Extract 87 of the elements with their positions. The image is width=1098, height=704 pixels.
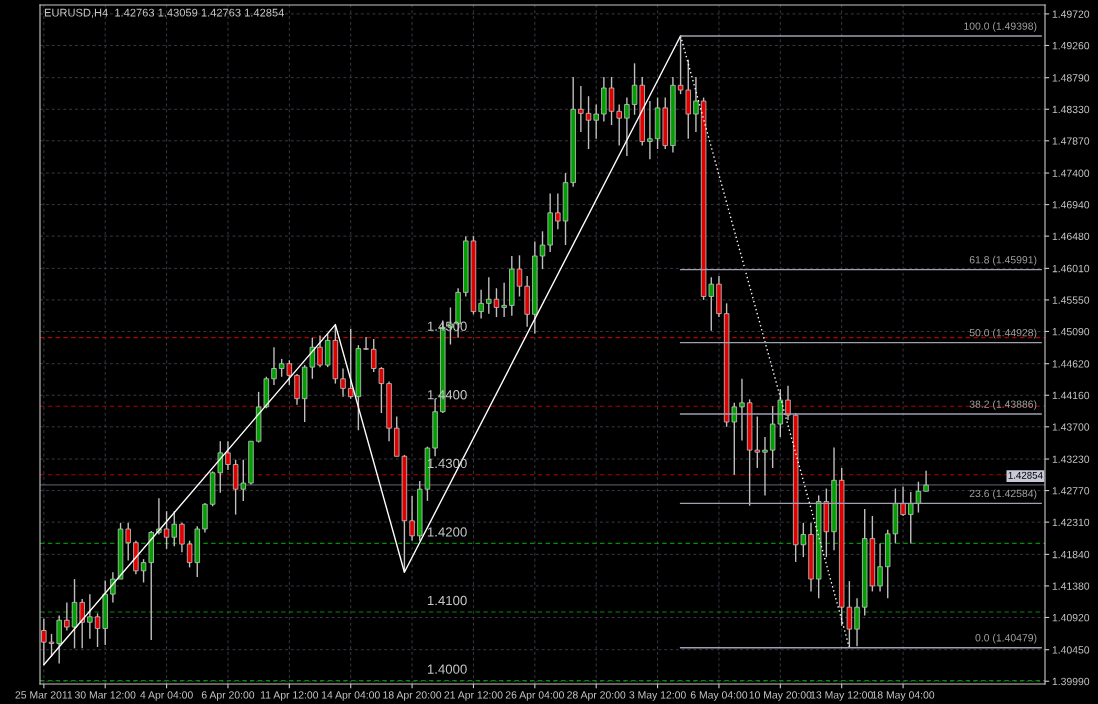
x-tick-label: 4 Apr 04:00 bbox=[140, 691, 193, 701]
candlestick bbox=[363, 336, 369, 351]
x-tick-label: 28 Apr 20:00 bbox=[567, 691, 626, 701]
series-label: 23.6 (1.42584) bbox=[969, 489, 1037, 500]
candlestick bbox=[79, 598, 85, 650]
y-tick-label: 1.44160 bbox=[1052, 391, 1090, 400]
series-label: 0.0 (1.40479) bbox=[975, 633, 1037, 644]
candlestick bbox=[56, 614, 62, 665]
series-label: 61.8 (1.45991) bbox=[969, 255, 1037, 266]
y-tick-label: 1.45550 bbox=[1052, 296, 1090, 304]
candlestick bbox=[555, 192, 561, 230]
x-tick-label: 6 May 04:00 bbox=[690, 691, 748, 701]
candlestick bbox=[593, 103, 599, 140]
x-tick-label: 10 May 20:00 bbox=[749, 691, 812, 701]
x-tick-label: 3 May 12:00 bbox=[629, 691, 686, 701]
ref-line-label: 1.4200 bbox=[427, 527, 467, 537]
x-tick-label: 25 Mar 2011 bbox=[15, 691, 73, 699]
y-tick-label: 1.44620 bbox=[1052, 360, 1090, 368]
y-tick-label: 1.45090 bbox=[1052, 327, 1090, 336]
candlestick bbox=[225, 440, 231, 471]
y-tick-label: 1.40920 bbox=[1052, 613, 1090, 622]
x-tick-label: 14 Apr 04:00 bbox=[321, 691, 380, 701]
x-tick-label: 26 Apr 04:00 bbox=[505, 691, 564, 701]
candlestick bbox=[854, 597, 860, 647]
y-tick-label: 1.39990 bbox=[1052, 677, 1090, 686]
candlestick bbox=[877, 542, 883, 593]
y-tick-label: 1.41380 bbox=[1052, 582, 1090, 590]
ref-line-label: 1.4100 bbox=[427, 595, 467, 606]
candlestick bbox=[923, 470, 929, 492]
x-tick-label: 30 Mar 12:00 bbox=[74, 691, 136, 699]
y-tick-label: 1.46480 bbox=[1052, 232, 1090, 241]
y-tick-label: 1.49720 bbox=[1052, 10, 1090, 18]
candlestick bbox=[739, 378, 745, 442]
y-tick-label: 1.46940 bbox=[1052, 201, 1090, 209]
y-tick-label: 1.42770 bbox=[1052, 487, 1090, 495]
candlestick bbox=[64, 601, 70, 632]
candlestick bbox=[908, 491, 914, 545]
y-tick-label: 1.43700 bbox=[1052, 423, 1090, 431]
candlestick bbox=[616, 103, 622, 147]
candlestick bbox=[409, 495, 415, 542]
candlestick bbox=[624, 96, 630, 157]
x-tick-label: 21 Apr 12:00 bbox=[444, 691, 503, 701]
candlestick bbox=[516, 254, 523, 298]
x-tick-label: 11 Apr 12:00 bbox=[260, 691, 319, 701]
candlestick bbox=[340, 367, 346, 398]
candlestick bbox=[501, 282, 507, 318]
ref-line-label: 1.42854 bbox=[1008, 471, 1043, 479]
y-tick-label: 1.42310 bbox=[1052, 518, 1090, 527]
y-tick-label: 1.43230 bbox=[1052, 455, 1090, 463]
y-tick-label: 1.48790 bbox=[1052, 74, 1090, 82]
candlestick bbox=[785, 384, 791, 421]
candlestick bbox=[915, 480, 922, 514]
chart-title: EURUSD,H4 1.42763 1.43059 1.42763 1.42854 bbox=[44, 8, 284, 18]
candlestick bbox=[317, 334, 323, 368]
candlestick bbox=[94, 612, 101, 648]
y-tick-label: 1.41840 bbox=[1052, 550, 1090, 559]
candlestick bbox=[608, 76, 615, 126]
y-tick-label: 1.47870 bbox=[1052, 137, 1090, 145]
candlestick bbox=[493, 287, 500, 318]
candlestick bbox=[539, 230, 546, 270]
candlestick bbox=[271, 346, 277, 386]
x-tick-label: 18 Apr 20:00 bbox=[383, 691, 442, 701]
candlestick bbox=[87, 593, 93, 640]
candlestick bbox=[900, 485, 906, 517]
candlestick bbox=[486, 276, 492, 315]
candlestick bbox=[179, 522, 185, 554]
candlestick bbox=[110, 571, 116, 604]
candlestick bbox=[578, 85, 584, 133]
candlestick bbox=[693, 76, 699, 133]
y-tick-label: 1.48330 bbox=[1052, 105, 1090, 114]
y-tick-label: 1.49260 bbox=[1052, 41, 1090, 50]
candlestick bbox=[647, 100, 653, 161]
x-tick-label: 13 May 12:00 bbox=[810, 691, 873, 701]
y-tick-label: 1.47400 bbox=[1052, 169, 1090, 177]
series-label: 38.2 (1.43886) bbox=[969, 400, 1037, 410]
ref-line-label: 1.4000 bbox=[427, 664, 467, 674]
y-tick-label: 1.40450 bbox=[1052, 646, 1090, 654]
x-tick-label: 18 May 04:00 bbox=[872, 691, 935, 701]
x-tick-label: 6 Apr 20:00 bbox=[201, 691, 255, 701]
candlestick bbox=[48, 633, 55, 658]
candlestick bbox=[294, 373, 300, 406]
series-label: 50.0 (1.44928) bbox=[969, 328, 1037, 339]
candlestick bbox=[762, 436, 768, 497]
y-tick-label: 1.46010 bbox=[1052, 264, 1090, 273]
candlestick bbox=[585, 95, 592, 150]
candlestick bbox=[478, 288, 484, 320]
series-label: 100.0 (1.49398) bbox=[964, 22, 1037, 32]
